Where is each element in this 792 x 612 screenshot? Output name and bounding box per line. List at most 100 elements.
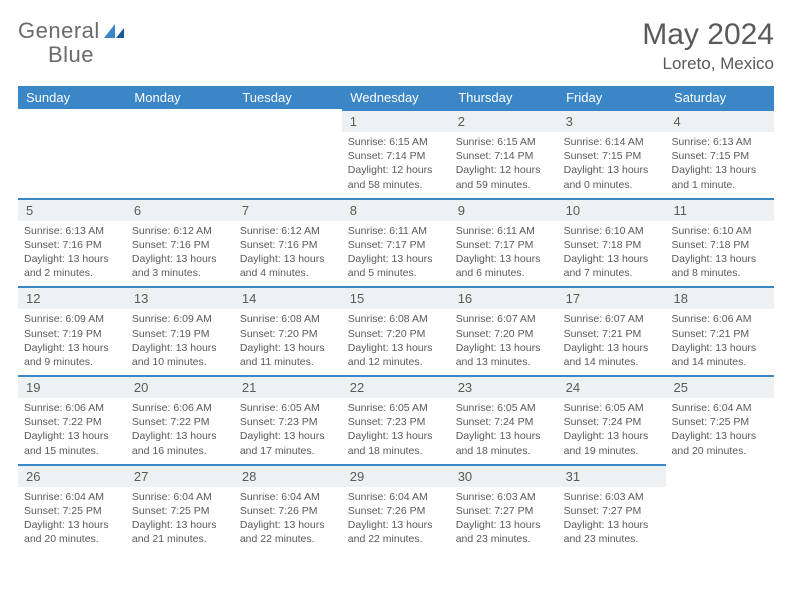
col-thursday: Thursday [450,86,558,109]
day-line: Sunrise: 6:10 AM [564,224,660,238]
day-data: Sunrise: 6:05 AMSunset: 7:24 PMDaylight:… [450,398,558,464]
day-line: Sunset: 7:25 PM [24,504,120,518]
day-data: Sunrise: 6:15 AMSunset: 7:14 PMDaylight:… [450,132,558,198]
day-line: Sunset: 7:16 PM [132,238,228,252]
day-line: Daylight: 13 hours [672,341,768,355]
day-line: and 21 minutes. [132,532,228,546]
header: General May 2024 Loreto, Mexico [18,18,774,74]
day-data: Sunrise: 6:06 AMSunset: 7:21 PMDaylight:… [666,309,774,375]
day-line: Sunrise: 6:04 AM [24,490,120,504]
day-line: and 14 minutes. [672,355,768,369]
day-data: Sunrise: 6:06 AMSunset: 7:22 PMDaylight:… [126,398,234,464]
day-line: Sunset: 7:17 PM [456,238,552,252]
day-line: Sunset: 7:20 PM [348,327,444,341]
day-number: 16 [450,286,558,309]
day-line: Sunrise: 6:09 AM [132,312,228,326]
calendar-body: 1Sunrise: 6:15 AMSunset: 7:14 PMDaylight… [18,109,774,552]
calendar-week-row: 19Sunrise: 6:06 AMSunset: 7:22 PMDayligh… [18,375,774,464]
day-line: Sunrise: 6:15 AM [348,135,444,149]
day-line: Sunrise: 6:08 AM [348,312,444,326]
day-line: Daylight: 13 hours [456,252,552,266]
calendar-cell: 27Sunrise: 6:04 AMSunset: 7:25 PMDayligh… [126,464,234,553]
day-line: Daylight: 13 hours [456,341,552,355]
day-data: Sunrise: 6:03 AMSunset: 7:27 PMDaylight:… [450,487,558,553]
calendar-cell: 17Sunrise: 6:07 AMSunset: 7:21 PMDayligh… [558,286,666,375]
day-line: Sunset: 7:17 PM [348,238,444,252]
day-data: Sunrise: 6:10 AMSunset: 7:18 PMDaylight:… [666,221,774,287]
day-line: Sunrise: 6:11 AM [456,224,552,238]
day-number: 4 [666,109,774,132]
day-number: 11 [666,198,774,221]
calendar-cell: 10Sunrise: 6:10 AMSunset: 7:18 PMDayligh… [558,198,666,287]
day-line: Sunset: 7:25 PM [132,504,228,518]
day-line: Sunrise: 6:06 AM [24,401,120,415]
calendar-cell: 19Sunrise: 6:06 AMSunset: 7:22 PMDayligh… [18,375,126,464]
calendar-week-row: 5Sunrise: 6:13 AMSunset: 7:16 PMDaylight… [18,198,774,287]
day-number: 6 [126,198,234,221]
day-line: and 5 minutes. [348,266,444,280]
day-line: Sunrise: 6:10 AM [672,224,768,238]
day-data: Sunrise: 6:04 AMSunset: 7:25 PMDaylight:… [126,487,234,553]
calendar-cell: 30Sunrise: 6:03 AMSunset: 7:27 PMDayligh… [450,464,558,553]
day-data: Sunrise: 6:12 AMSunset: 7:16 PMDaylight:… [234,221,342,287]
calendar-cell: 12Sunrise: 6:09 AMSunset: 7:19 PMDayligh… [18,286,126,375]
day-line: Sunrise: 6:04 AM [240,490,336,504]
day-data: Sunrise: 6:09 AMSunset: 7:19 PMDaylight:… [126,309,234,375]
day-line: Sunset: 7:23 PM [348,415,444,429]
day-number: 22 [342,375,450,398]
day-line: Sunset: 7:16 PM [24,238,120,252]
day-line: and 59 minutes. [456,178,552,192]
day-line: Sunset: 7:26 PM [348,504,444,518]
day-line: and 18 minutes. [456,444,552,458]
day-line: Daylight: 13 hours [348,341,444,355]
day-data: Sunrise: 6:13 AMSunset: 7:16 PMDaylight:… [18,221,126,287]
day-line: Sunset: 7:18 PM [564,238,660,252]
day-line: Daylight: 13 hours [564,341,660,355]
day-line: Sunrise: 6:07 AM [564,312,660,326]
day-line: Sunset: 7:20 PM [240,327,336,341]
day-line: Sunset: 7:27 PM [456,504,552,518]
day-line: Daylight: 13 hours [348,429,444,443]
calendar-cell: 9Sunrise: 6:11 AMSunset: 7:17 PMDaylight… [450,198,558,287]
calendar-week-row: 12Sunrise: 6:09 AMSunset: 7:19 PMDayligh… [18,286,774,375]
col-saturday: Saturday [666,86,774,109]
day-line: and 23 minutes. [564,532,660,546]
col-sunday: Sunday [18,86,126,109]
day-line: Sunset: 7:22 PM [24,415,120,429]
day-line: Daylight: 13 hours [348,252,444,266]
day-data: Sunrise: 6:06 AMSunset: 7:22 PMDaylight:… [18,398,126,464]
day-number: 3 [558,109,666,132]
sail-icon [102,22,128,40]
day-number: 12 [18,286,126,309]
calendar-cell [18,109,126,198]
day-line: Sunset: 7:16 PM [240,238,336,252]
calendar-cell: 4Sunrise: 6:13 AMSunset: 7:15 PMDaylight… [666,109,774,198]
calendar-cell: 11Sunrise: 6:10 AMSunset: 7:18 PMDayligh… [666,198,774,287]
day-line: Sunrise: 6:15 AM [456,135,552,149]
calendar-cell: 22 Sunrise: 6:05 AMSunset: 7:23 PMDayligh… [342,375,450,464]
day-number: 23 [450,375,558,398]
calendar-cell: 2Sunrise: 6:15 AMSunset: 7:14 PMDaylight… [450,109,558,198]
calendar-cell: 15Sunrise: 6:08 AMSunset: 7:20 PMDayligh… [342,286,450,375]
day-line: and 6 minutes. [456,266,552,280]
day-line: Sunrise: 6:13 AM [24,224,120,238]
day-data: Sunrise: 6:11 AMSunset: 7:17 PMDaylight:… [450,221,558,287]
calendar-week-row: 26Sunrise: 6:04 AMSunset: 7:25 PMDayligh… [18,464,774,553]
day-line: and 2 minutes. [24,266,120,280]
title-block: May 2024 Loreto, Mexico [642,18,774,74]
day-data: Sunrise: 6:14 AMSunset: 7:15 PMDaylight:… [558,132,666,198]
day-line: Sunset: 7:25 PM [672,415,768,429]
day-data: Sunrise: 6:12 AMSunset: 7:16 PMDaylight:… [126,221,234,287]
day-line: Daylight: 13 hours [24,518,120,532]
day-line: and 23 minutes. [456,532,552,546]
day-number: 1 [342,109,450,132]
day-line: and 10 minutes. [132,355,228,369]
calendar-cell: 26Sunrise: 6:04 AMSunset: 7:25 PMDayligh… [18,464,126,553]
calendar-cell: 7Sunrise: 6:12 AMSunset: 7:16 PMDaylight… [234,198,342,287]
day-line: Sunrise: 6:05 AM [348,401,444,415]
day-line: and 3 minutes. [132,266,228,280]
day-line: Sunrise: 6:06 AM [132,401,228,415]
day-line: Daylight: 12 hours [456,163,552,177]
day-line: Daylight: 13 hours [240,252,336,266]
day-data: Sunrise: 6:04 AMSunset: 7:26 PMDaylight:… [234,487,342,553]
